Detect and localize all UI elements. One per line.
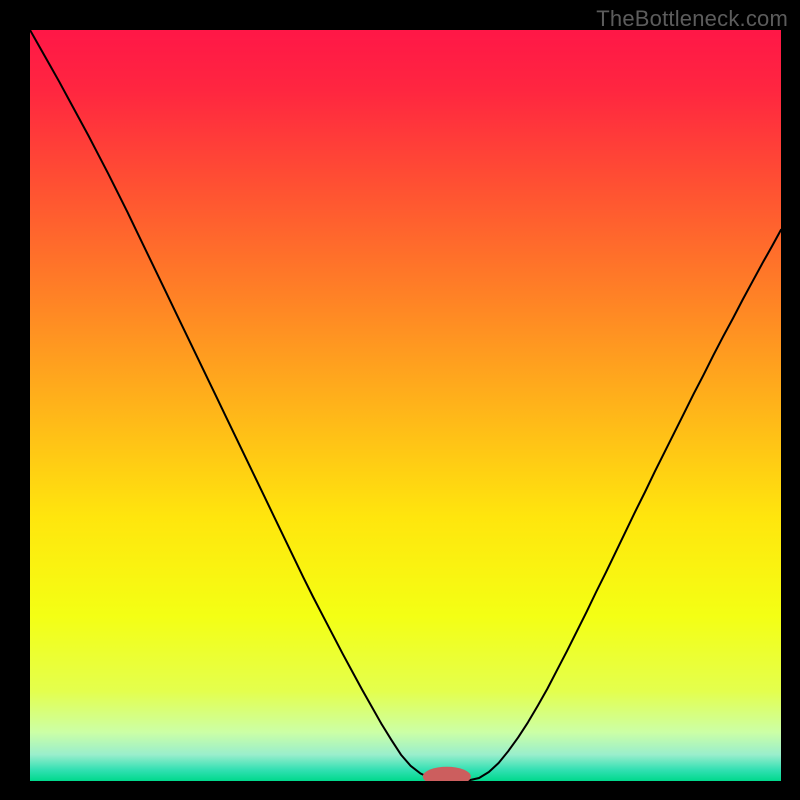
chart-stage: TheBottleneck.com	[0, 0, 800, 800]
bottleneck-plot	[30, 30, 781, 781]
gradient-background	[30, 30, 781, 781]
watermark-text: TheBottleneck.com	[596, 6, 788, 32]
